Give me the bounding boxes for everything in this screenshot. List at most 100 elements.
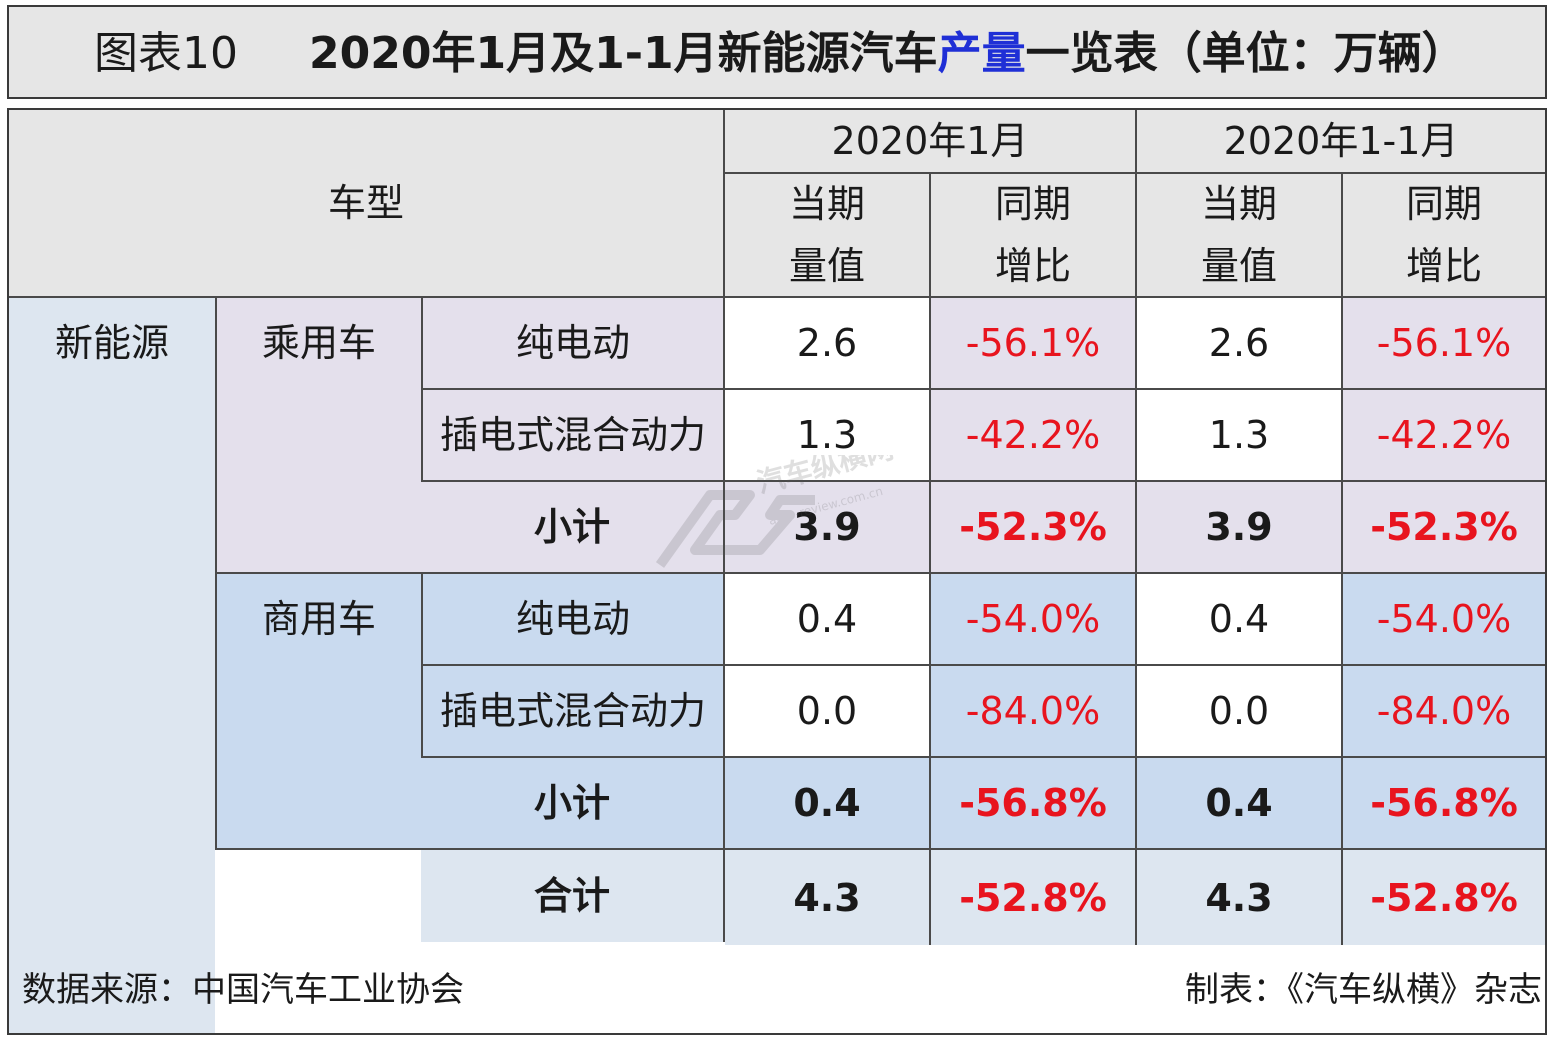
row-label-text: 纯电动: [515, 321, 630, 365]
cell-text: 0.4: [1205, 781, 1273, 825]
table-title: 2020年1月及1-1月新能源汽车产量一览表（单位：万辆）: [309, 29, 1466, 79]
table-cell-commercial-subtotal-yoy-jan: -56.8%: [931, 758, 1137, 850]
cell-text: -56.8%: [959, 781, 1107, 825]
data-table: 车型 2020年1月 2020年1-1月 当期量值 同期增比 当期量值 同期增比…: [7, 108, 1547, 1035]
header-current-value-2: 当期 量值: [1137, 174, 1343, 298]
header-yoy-1: 同期 增比: [931, 174, 1137, 298]
row-label-commercial-subtotal: 小计: [421, 758, 725, 850]
header-yoy-line2: 增比: [994, 244, 1071, 288]
cell-text: -54.0%: [965, 597, 1101, 641]
group-commercial-label: 商用车: [261, 597, 376, 641]
category-label: 新能源: [54, 321, 169, 365]
cell-text: 3.9: [1205, 505, 1273, 549]
cell-text: -42.2%: [1376, 413, 1512, 457]
table-cell-passenger-bev-value-jan: 2.6: [725, 298, 931, 390]
table-cell-total-value-ytd: 4.3: [1137, 850, 1343, 945]
group-passenger-label: 乘用车: [261, 321, 376, 365]
table-cell-passenger-subtotal-value-jan: 3.9: [725, 482, 931, 574]
group-commercial: 商用车: [215, 574, 421, 850]
cell-text: 1.3: [796, 413, 858, 457]
header-yoy-2: 同期 增比: [1343, 174, 1545, 298]
category-new-energy: 新能源: [9, 298, 215, 1033]
table-cell-total-yoy-jan: -52.8%: [931, 850, 1137, 945]
table-cell-commercial-subtotal-yoy-ytd: -56.8%: [1343, 758, 1545, 850]
row-label-total: 合计: [421, 850, 725, 942]
header-vehicle-type-label: 车型: [327, 181, 404, 225]
table-cell-passenger-subtotal-yoy-jan: -52.3%: [931, 482, 1137, 574]
cell-text: 4.3: [1205, 875, 1273, 920]
table-cell-passenger-subtotal-value-ytd: 3.9: [1137, 482, 1343, 574]
title-part1: 2020年1月及1-1月新能源汽车: [309, 28, 938, 79]
cell-text: -56.1%: [965, 321, 1101, 365]
row-label-text: 插电式混合动力: [439, 413, 706, 457]
header-current-line2: 量值: [1200, 244, 1277, 288]
cell-text: 0.0: [1208, 689, 1270, 733]
cell-text: 2.6: [1208, 321, 1270, 365]
title-highlight: 产量: [937, 28, 1026, 79]
header-current-line1: 当期: [788, 182, 865, 226]
table-cell-passenger-subtotal-yoy-ytd: -52.3%: [1343, 482, 1545, 574]
table-cell-commercial-bev-yoy-ytd: -54.0%: [1343, 574, 1545, 666]
row-label-text: 插电式混合动力: [439, 689, 706, 733]
cell-text: -52.3%: [1370, 505, 1518, 549]
row-label-commercial-bev: 纯电动: [421, 574, 725, 666]
row-label-text: 小计: [533, 781, 610, 825]
cell-text: 0.0: [796, 689, 858, 733]
row-label-text: 合计: [533, 874, 610, 918]
header-period-2-label: 2020年1-1月: [1223, 119, 1459, 163]
table-cell-commercial-bev-value-jan: 0.4: [725, 574, 931, 666]
table-cell-passenger-bev-yoy-jan: -56.1%: [931, 298, 1137, 390]
row-label-text: 小计: [533, 505, 610, 549]
header-yoy-line2: 增比: [1405, 244, 1482, 288]
cell-text: -52.3%: [959, 505, 1107, 549]
header-period-2: 2020年1-1月: [1137, 110, 1545, 174]
table-cell-passenger-phev-value-jan: 1.3: [725, 390, 931, 482]
cell-text: 0.4: [1208, 597, 1270, 641]
header-period-1: 2020年1月: [725, 110, 1137, 174]
cell-text: -84.0%: [965, 689, 1101, 733]
source-note: 数据来源：中国汽车工业协会: [22, 970, 464, 1010]
figure-number: 图表10: [94, 28, 238, 79]
header-yoy-line1: 同期: [994, 182, 1071, 226]
table-cell-passenger-bev-yoy-ytd: -56.1%: [1343, 298, 1545, 390]
header-current-line1: 当期: [1200, 182, 1277, 226]
table-cell-passenger-phev-yoy-jan: -42.2%: [931, 390, 1137, 482]
row-label-passenger-bev: 纯电动: [421, 298, 725, 390]
table-cell-commercial-subtotal-value-jan: 0.4: [725, 758, 931, 850]
table-cell-commercial-phev-yoy-jan: -84.0%: [931, 666, 1137, 758]
table-cell-total-value-jan: 4.3: [725, 850, 931, 945]
row-label-text: 纯电动: [515, 597, 630, 641]
table-cell-passenger-bev-value-ytd: 2.6: [1137, 298, 1343, 390]
cell-text: -54.0%: [1376, 597, 1512, 641]
group-passenger: 乘用车: [215, 298, 421, 574]
title-part2: 一览表（单位：万辆）: [1025, 28, 1466, 79]
table-cell-commercial-phev-value-ytd: 0.0: [1137, 666, 1343, 758]
header-current-line2: 量值: [788, 244, 865, 288]
header-vehicle-type: 车型: [9, 110, 725, 298]
cell-text: -42.2%: [965, 413, 1101, 457]
table-cell-commercial-subtotal-value-ytd: 0.4: [1137, 758, 1343, 850]
cell-text: 3.9: [793, 505, 861, 549]
header-yoy-line1: 同期: [1405, 182, 1482, 226]
cell-text: 4.3: [793, 875, 861, 920]
header-period-1-label: 2020年1月: [831, 119, 1029, 163]
row-label-commercial-phev: 插电式混合动力: [421, 666, 725, 758]
table-cell-commercial-phev-value-jan: 0.0: [725, 666, 931, 758]
title-bar: 图表10 2020年1月及1-1月新能源汽车产量一览表（单位：万辆）: [7, 5, 1547, 99]
cell-text: 1.3: [1208, 413, 1270, 457]
row-label-passenger-phev: 插电式混合动力: [421, 390, 725, 482]
table-cell-passenger-phev-value-ytd: 1.3: [1137, 390, 1343, 482]
cell-text: 0.4: [796, 597, 858, 641]
cell-text: 0.4: [793, 781, 861, 825]
row-label-passenger-subtotal: 小计: [421, 482, 725, 574]
table-cell-passenger-phev-yoy-ytd: -42.2%: [1343, 390, 1545, 482]
cell-text: -52.8%: [1370, 875, 1518, 920]
table-cell-total-yoy-ytd: -52.8%: [1343, 850, 1545, 945]
header-current-value-1: 当期 量值: [725, 174, 931, 298]
table-cell-commercial-bev-value-ytd: 0.4: [1137, 574, 1343, 666]
maker-note: 制表：《汽车纵横》杂志: [1185, 970, 1542, 1010]
cell-text: -56.8%: [1370, 781, 1518, 825]
table-cell-commercial-phev-yoy-ytd: -84.0%: [1343, 666, 1545, 758]
cell-text: -56.1%: [1376, 321, 1512, 365]
table-cell-commercial-bev-yoy-jan: -54.0%: [931, 574, 1137, 666]
